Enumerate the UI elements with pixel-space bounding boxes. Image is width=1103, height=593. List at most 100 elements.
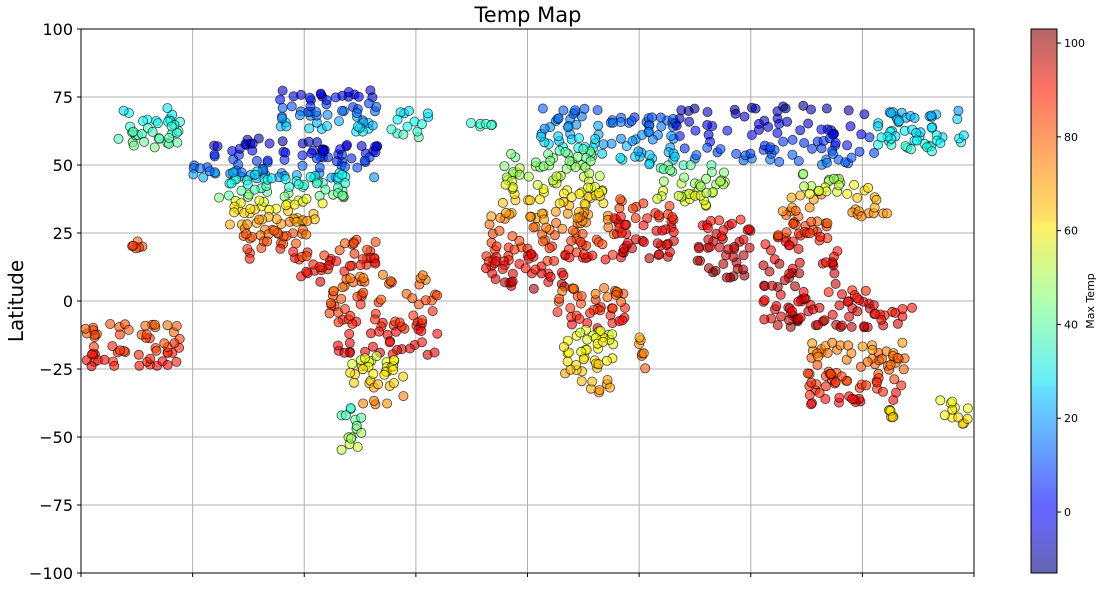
data-point	[371, 351, 382, 362]
data-point	[574, 313, 585, 324]
data-point	[564, 156, 575, 167]
data-point	[301, 229, 312, 240]
data-point	[370, 236, 381, 247]
data-point	[536, 131, 547, 142]
y-tick-label: 25	[53, 224, 73, 243]
data-point	[702, 222, 713, 233]
data-point	[861, 380, 872, 391]
data-point	[706, 166, 717, 177]
data-point	[281, 200, 292, 211]
data-point	[305, 101, 316, 112]
data-point	[404, 343, 415, 354]
data-point	[827, 129, 838, 140]
data-point	[344, 337, 355, 348]
data-point	[778, 136, 789, 147]
axes: −100 −75 −50 −25 0 25 50 75 100	[29, 20, 975, 583]
data-point	[118, 105, 129, 116]
data-point	[690, 125, 701, 136]
data-point	[714, 242, 725, 253]
data-point	[798, 168, 809, 179]
data-point	[654, 249, 665, 260]
data-point	[109, 360, 120, 371]
data-point	[254, 195, 265, 206]
data-point	[506, 148, 517, 159]
data-point	[363, 98, 374, 109]
data-point	[500, 179, 511, 190]
data-point	[553, 113, 564, 124]
data-point	[578, 144, 589, 155]
data-point	[605, 382, 616, 393]
data-point	[637, 130, 648, 141]
data-point	[816, 124, 827, 135]
data-point	[684, 116, 695, 127]
data-point	[539, 214, 550, 225]
data-point	[885, 359, 896, 370]
data-point	[616, 296, 627, 307]
data-point	[790, 281, 801, 292]
data-point	[319, 250, 330, 261]
data-point	[490, 274, 501, 285]
data-point	[262, 155, 273, 166]
data-point	[484, 219, 495, 230]
data-point	[728, 251, 739, 262]
data-point	[634, 332, 645, 343]
data-point	[744, 224, 755, 235]
data-point	[819, 315, 830, 326]
data-point	[667, 212, 678, 223]
data-point	[337, 90, 348, 101]
data-point	[139, 136, 150, 147]
data-point	[595, 325, 606, 336]
data-point	[281, 121, 292, 132]
data-point	[352, 162, 363, 173]
data-point	[345, 310, 356, 321]
data-point	[594, 171, 605, 182]
data-point	[607, 329, 618, 340]
data-point	[388, 364, 399, 375]
data-point	[601, 355, 612, 366]
data-point	[403, 105, 414, 116]
data-point	[328, 285, 339, 296]
data-point	[572, 151, 583, 162]
data-point	[765, 142, 776, 153]
data-point	[869, 202, 880, 213]
data-point	[149, 142, 160, 153]
data-point	[616, 133, 627, 144]
data-point	[814, 387, 825, 398]
data-point	[745, 148, 756, 159]
data-point	[909, 113, 920, 124]
data-point	[738, 264, 749, 275]
data-point	[702, 120, 713, 131]
data-point	[334, 245, 345, 256]
data-point	[348, 377, 359, 388]
data-point	[550, 206, 561, 217]
y-tick-label: −25	[39, 360, 73, 379]
data-point	[661, 239, 672, 250]
data-point	[803, 118, 814, 129]
data-point	[814, 302, 825, 313]
data-point	[646, 112, 657, 123]
data-point	[731, 148, 742, 159]
data-point	[578, 354, 589, 365]
data-point	[333, 116, 344, 127]
data-point	[889, 374, 900, 385]
data-point	[355, 299, 366, 310]
colorbar-label: Max Temp	[1084, 273, 1097, 329]
data-point	[726, 218, 737, 229]
data-point	[538, 161, 549, 172]
data-point	[836, 371, 847, 382]
data-point	[820, 381, 831, 392]
data-point	[147, 126, 158, 137]
data-point	[269, 225, 280, 236]
data-point	[351, 420, 362, 431]
data-point	[827, 148, 838, 159]
data-point	[947, 396, 958, 407]
data-point	[392, 114, 403, 125]
data-point	[673, 190, 684, 201]
data-point	[856, 361, 867, 372]
data-point	[911, 135, 922, 146]
data-point	[701, 187, 712, 198]
data-point	[939, 410, 950, 421]
data-point	[772, 320, 783, 331]
data-point	[845, 121, 856, 132]
